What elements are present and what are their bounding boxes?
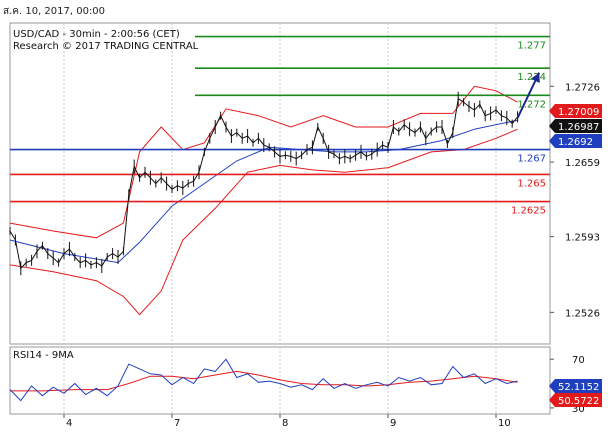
level-label: 1.265 <box>517 178 546 189</box>
y-tick-label: 1.2726 <box>565 82 600 93</box>
rsi-y-tick-label: 70 <box>572 355 585 366</box>
projection-arrow <box>516 72 541 119</box>
x-tick-label: 10 <box>498 418 511 429</box>
axes: 4 7 8 9 10 1.2726 1.2659 1.2593 1.2526 70 30 <box>63 82 600 429</box>
price-tag-box <box>555 134 602 148</box>
chart-subtitle: Research © 2017 TRADING CENTRAL <box>13 41 199 52</box>
price-tags: 1.27009 1.26987 1.2692 52.1152 50.5722 <box>549 104 602 407</box>
rsi-label: RSI14 - 9MA <box>13 350 74 361</box>
level-label: 1.2625 <box>511 206 546 217</box>
rsi-tag-box <box>555 393 602 407</box>
price-tag-pointer <box>549 119 555 133</box>
level-label: 1.272 <box>517 99 546 110</box>
rsi-tag-box <box>555 379 602 393</box>
price-tag-pointer <box>549 134 555 148</box>
price-tag-text: 1.27009 <box>558 107 599 118</box>
level-label: 1.267 <box>517 154 546 165</box>
rsi-tag-pointer <box>549 393 555 407</box>
bollinger-bands <box>9 85 518 316</box>
x-tick-label: 4 <box>66 418 72 429</box>
rsi-tag-text: 50.5722 <box>558 396 599 407</box>
price-tag-pointer <box>549 104 555 118</box>
rsi-panel <box>9 358 518 402</box>
key-levels: 1.277 1.274 1.272 1.267 1.265 1.2625 <box>10 35 550 217</box>
level-label: 1.274 <box>517 72 546 83</box>
price-tag-box <box>555 119 602 133</box>
chart-title: USD/CAD - 30min - 2:00:56 (CET) <box>13 29 180 40</box>
rsi-tag-text: 52.1152 <box>558 382 599 393</box>
rsi-line <box>9 358 518 402</box>
timestamp: ส.ค. 10, 2017, 00:00 <box>3 6 105 17</box>
projection-arrow-head <box>530 72 540 84</box>
x-tick-label: 9 <box>390 418 396 429</box>
y-tick-label: 1.2659 <box>565 158 600 169</box>
rsi-ma-line <box>10 370 518 392</box>
x-tick-label: 7 <box>174 418 180 429</box>
price-tag-box <box>555 104 602 118</box>
grid <box>63 23 497 414</box>
price-series <box>9 91 519 276</box>
x-tick-label: 8 <box>282 418 288 429</box>
price-tag-text: 1.2692 <box>558 137 593 148</box>
bollinger-upper <box>9 85 518 239</box>
level-label: 1.277 <box>517 41 546 52</box>
y-tick-label: 1.2526 <box>565 308 600 319</box>
bollinger-lower <box>9 128 518 316</box>
y-tick-label: 1.2593 <box>565 233 600 244</box>
price-tag-text: 1.26987 <box>558 122 599 133</box>
rsi-y-tick-label: 30 <box>572 404 585 415</box>
rsi-tag-pointer <box>549 379 555 393</box>
